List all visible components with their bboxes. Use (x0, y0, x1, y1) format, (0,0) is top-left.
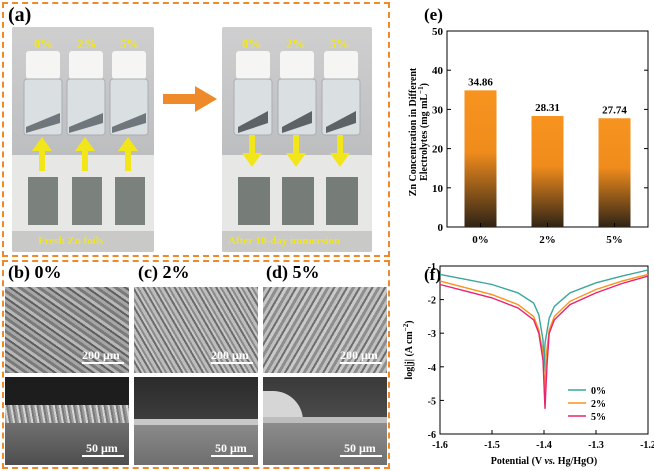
bottle-label-left-2: 5% (120, 36, 140, 51)
scale-label-bottom-5pct: 50 μm (344, 441, 376, 455)
y-axis-title-e-line1: Zn Concentration in Different (408, 67, 419, 196)
y-tick-label-e: 50 (432, 26, 444, 38)
scale-label-top-2pct: 200 μm (211, 348, 249, 362)
bar-5% (598, 118, 631, 227)
scale-label-bottom-0pct: 50 μm (86, 441, 118, 455)
sem-cross-0pct (5, 377, 129, 465)
sem-cross-5pct (263, 377, 387, 465)
panel-a-label: (a) (8, 4, 32, 26)
panel-bcd-frame (2, 260, 390, 469)
panel-f-label: (f) (424, 265, 441, 284)
photo-fresh-zn-art (12, 51, 154, 252)
panel-c-label: (c) 2% (138, 262, 190, 282)
x-tick-label-f: -1.4 (536, 440, 552, 451)
y-tick-label-f: -2 (428, 296, 436, 307)
bottle-label-left-1: 2% (77, 36, 97, 51)
x-tick-label-e: 5% (606, 234, 623, 246)
caption-fresh-zn: Fresh Zn foils (38, 235, 104, 247)
scale-label-bottom-2pct: 50 μm (215, 441, 247, 455)
y-tick-label-f: -6 (428, 430, 436, 441)
scalebar-top-2pct (211, 362, 253, 364)
series-line-5% (439, 275, 649, 409)
panel-d-label: (d) 5% (266, 262, 320, 282)
caption-after-immersion: After 10-day immersion (228, 235, 341, 247)
legend-label-5%: 5% (591, 412, 606, 423)
y-tick-label-f: -1 (428, 262, 436, 273)
legend-label-2%: 2% (591, 399, 606, 410)
sem-top-0pct (5, 287, 129, 373)
panel-b-label: (b) 0% (8, 262, 62, 282)
bottle-group-left (23, 51, 149, 136)
x-tick-label-f: -1.2 (640, 440, 654, 451)
scale-label-top-0pct: 200 μm (82, 348, 120, 362)
photo-fresh-zn (12, 27, 154, 252)
scalebar-top-0pct (82, 362, 124, 364)
bar-value-label: 28.31 (535, 102, 560, 114)
sem-cross-2pct (134, 377, 258, 465)
scalebar-bottom-5pct (340, 455, 382, 457)
bar-value-label: 34.86 (468, 76, 493, 88)
bottle-label-right-2: 5% (330, 36, 350, 51)
bottle-label-right-0: 0% (242, 36, 262, 51)
sem-top-2pct (134, 287, 258, 373)
panel-a-frame (2, 2, 390, 257)
photo-after-immersion (222, 27, 372, 252)
panel-e-label: (e) (424, 5, 443, 24)
y-tick-label-f: -3 (428, 329, 436, 340)
bottle-label-right-1: 2% (286, 36, 306, 51)
series-lines-f (439, 269, 649, 409)
up-arrows-left (32, 137, 138, 171)
y-tick-label-e: 20 (432, 144, 444, 156)
x-tick-label-f: -1.3 (588, 440, 604, 451)
y-tick-label-e: 0 (438, 222, 444, 234)
bottle-label-left-0: 0% (34, 36, 54, 51)
y-axis-title-e-line2: Electrolytes (mg mL−1) (417, 83, 430, 181)
bar-chart-zn-concentration: (e) 0 10 20 30 40 50 34.86 0% 28.31 2% 27.74 5% Zn… (408, 5, 649, 246)
legend-f: 0% 2% 5% (568, 386, 606, 423)
y-tick-label-e: 30 (432, 104, 444, 116)
legend-label-0%: 0% (591, 386, 606, 397)
y-tick-label-f: -4 (428, 363, 436, 374)
y-tick-label-e: 40 (432, 65, 444, 77)
y-tick-label-f: -5 (428, 396, 436, 407)
y-axis-e: 0 10 20 30 40 50 (432, 26, 648, 234)
y-tick-label-e: 10 (432, 183, 444, 195)
x-axis-title-f: Potential (V vs. Hg/HgO) (491, 456, 598, 467)
scalebar-top-5pct (340, 362, 382, 364)
x-tick-label-e: 2% (539, 234, 556, 246)
axes-f: -1.6 -1.5 -1.4 -1.3 -1.2 -1 -2 -3 -4 -5 -6 (428, 262, 654, 451)
scalebar-bottom-2pct (211, 455, 253, 457)
y-axis-title-f: log|j| (A cm−2) (402, 320, 415, 379)
bar-value-label: 27.74 (602, 104, 627, 116)
bar-0% (464, 90, 497, 227)
bar-2% (531, 116, 564, 227)
down-arrows-right (242, 135, 350, 167)
sem-top-5pct (263, 287, 387, 373)
photo-after-immersion-art (222, 51, 372, 252)
scale-label-top-5pct: 200 μm (340, 348, 378, 362)
bars-e: 34.86 0% 28.31 2% 27.74 5% (464, 76, 631, 246)
transition-arrow (163, 86, 217, 112)
x-tick-label-f: -1.5 (484, 440, 500, 451)
line-chart-tafel: (f) -1.6 -1.5 -1.4 -1.3 -1.2 -1 -2 -3 -4 -5 -6 0% 2… (402, 262, 654, 467)
x-tick-label-e: 0% (472, 234, 489, 246)
scalebar-bottom-0pct (82, 455, 124, 457)
x-tick-label-f: -1.6 (432, 440, 448, 451)
